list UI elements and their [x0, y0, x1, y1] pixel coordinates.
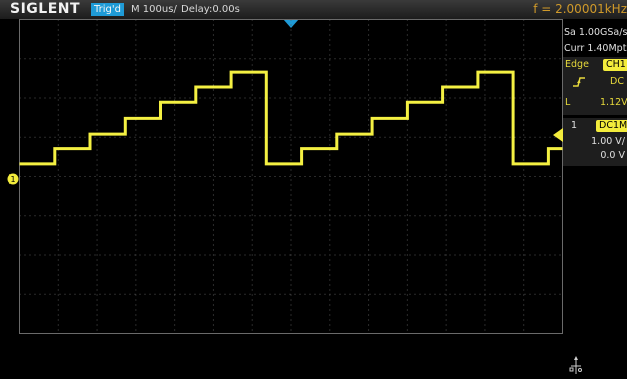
brand-logo: SIGLENT [10, 1, 81, 17]
frequency-counter: f = 2.00001kHz [533, 2, 627, 16]
channel-scale: 1.00 V/ [591, 136, 625, 147]
trigger-type: Edge [565, 59, 589, 70]
usb-icon [569, 356, 582, 374]
channel-offset: 0.0 V [600, 150, 625, 161]
graticule [19, 19, 563, 334]
trigger-level: 1.12V [600, 97, 627, 108]
graticule-border [19, 19, 563, 334]
sample-rate: Sa 1.00GSa/s [564, 27, 627, 38]
timebase-readout[interactable]: M 100us/ [131, 4, 177, 15]
status-bar: SIGLENT Trig'd M 100us/ Delay:0.00s f = … [0, 0, 627, 19]
memory-depth: Curr 1.40Mpts [564, 43, 627, 54]
trigger-level-label: L [565, 97, 571, 108]
delay-readout[interactable]: Delay:0.00s [181, 4, 240, 15]
channel-1-marker-label: 1 [10, 175, 15, 184]
waveform-display[interactable]: 1 [0, 0, 563, 379]
channel-1-ground-marker-icon[interactable]: 1 [7, 173, 19, 185]
trigger-status-badge[interactable]: Trig'd [91, 3, 124, 16]
trigger-level-marker-icon[interactable] [553, 128, 563, 142]
trigger-source-badge[interactable]: CH1 [603, 59, 627, 71]
channel-coupling-badge[interactable]: DC1M [596, 120, 627, 132]
trigger-position-icon[interactable] [283, 19, 299, 29]
rising-edge-icon [573, 77, 585, 87]
trigger-coupling: DC [610, 76, 624, 87]
channel-1-trace [19, 70, 563, 166]
side-panel: Sa 1.00GSa/s Curr 1.40Mpts Edge CH1 DC L… [563, 19, 627, 379]
channel-number: 1 [571, 120, 578, 131]
